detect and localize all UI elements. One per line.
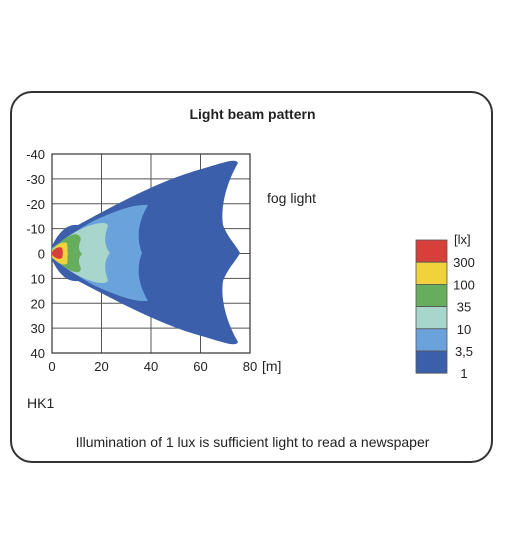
x-tick-label: 80: [243, 359, 257, 374]
legend-swatch: [415, 283, 448, 307]
y-tick-label: -10: [26, 222, 45, 237]
legend-label: 10: [457, 322, 471, 337]
x-tick-label: 20: [94, 359, 108, 374]
legend-swatch: [415, 350, 448, 374]
legend-unit: [lx]: [454, 232, 471, 247]
y-tick-label: 10: [31, 271, 45, 286]
x-axis-unit: [m]: [262, 358, 282, 374]
legend-label: 3,5: [455, 344, 473, 359]
legend-label: 300: [453, 255, 475, 270]
y-tick-label: -20: [26, 197, 45, 212]
y-tick-label: 20: [31, 296, 45, 311]
x-tick-label: 0: [48, 359, 55, 374]
x-tick-label: 60: [193, 359, 207, 374]
x-tick-label: 40: [144, 359, 158, 374]
chart-title: Light beam pattern: [189, 106, 316, 122]
y-tick-label: 0: [38, 247, 45, 262]
legend-label: 35: [457, 300, 471, 315]
y-tick-label: 30: [31, 321, 45, 336]
footnote: Illumination of 1 lux is sufficient ligh…: [75, 434, 430, 450]
legend-swatch: [415, 328, 448, 352]
legend-swatch: [415, 239, 448, 263]
y-tick-label: -40: [26, 147, 45, 162]
legend-label: 1: [460, 366, 467, 381]
model-label: HK1: [27, 395, 55, 411]
contour-1-lux: [52, 160, 240, 345]
contour-300-lux: [52, 247, 63, 259]
legend-swatch: [415, 261, 448, 285]
series-label: fog light: [267, 190, 317, 206]
y-tick-label: 40: [31, 346, 45, 361]
y-tick-label: -30: [26, 172, 45, 187]
legend-label: 100: [453, 277, 475, 292]
legend-swatch: [415, 306, 448, 330]
